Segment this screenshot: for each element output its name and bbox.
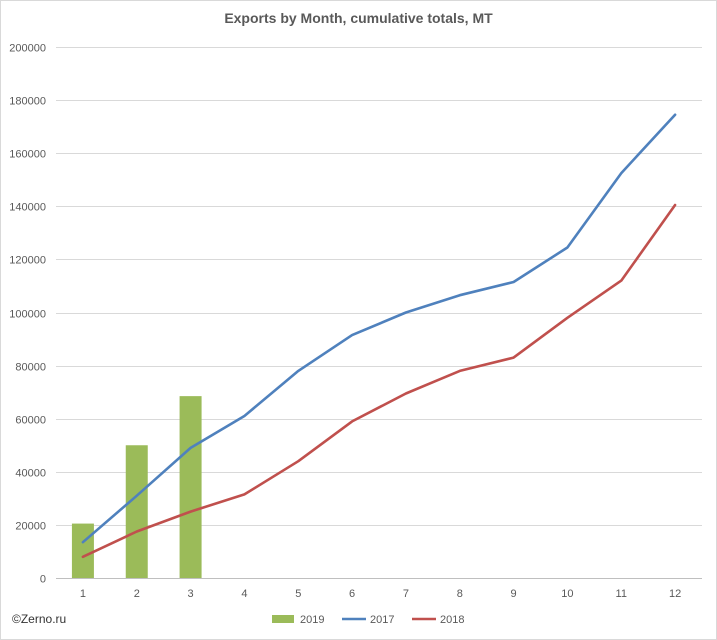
credit-label: ©Zerno.ru [12,612,67,626]
y-tick-label: 20000 [15,521,46,533]
legend-label-2017: 2017 [370,614,394,626]
y-tick-label: 0 [40,574,46,586]
chart-title: Exports by Month, cumulative totals, MT [224,10,493,26]
y-tick-label: 40000 [15,468,46,480]
x-tick-label: 10 [561,588,573,600]
y-tick-label: 140000 [9,202,46,214]
y-tick-label: 160000 [9,149,46,161]
bar-2019 [125,445,148,578]
legend-label-2018: 2018 [440,614,464,626]
y-tick-label: 200000 [9,43,46,55]
x-tick-label: 8 [457,588,463,600]
line-2018 [81,203,677,559]
legend-label-2019: 2019 [300,614,324,626]
x-tick-label: 3 [188,588,194,600]
y-tick-label: 60000 [15,415,46,427]
legend-swatch-2019 [272,615,294,623]
x-tick-label: 9 [511,588,517,600]
x-tick-label: 5 [295,588,301,600]
y-tick-label: 80000 [15,362,46,374]
line-2017 [81,113,677,544]
y-tick-label: 100000 [9,309,46,321]
x-tick-label: 1 [80,588,86,600]
bar-2019 [71,523,94,578]
y-tick-label: 120000 [9,255,46,267]
x-tick-label: 11 [616,588,627,600]
bar-2019 [179,396,202,578]
y-tick-label: 180000 [9,96,46,108]
x-tick-label: 2 [134,588,140,600]
x-tick-label: 6 [349,588,355,600]
x-tick-label: 7 [403,588,409,600]
x-tick-label: 12 [669,588,681,600]
x-tick-label: 4 [241,588,247,600]
